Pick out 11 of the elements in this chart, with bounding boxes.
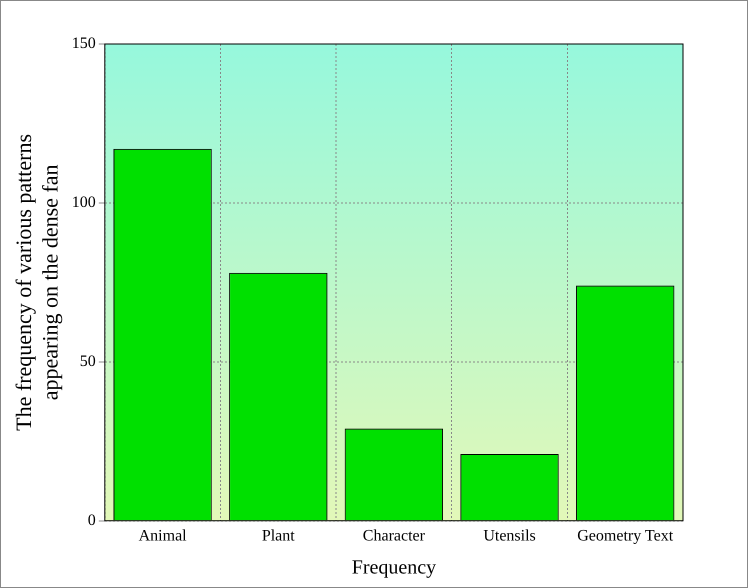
x-tick-label: Geometry Text — [577, 528, 674, 545]
x-axis-title: Frequency — [352, 556, 436, 578]
y-tick-label: 50 — [80, 353, 96, 370]
y-tick-label: 100 — [72, 194, 96, 212]
y-tick-label: 150 — [72, 35, 96, 52]
x-tick-label: Animal — [138, 528, 188, 545]
x-tick-label: Utensils — [483, 528, 536, 545]
y-axis-title: The frequency of various patterns appearing on the dense fan — [10, 134, 62, 431]
x-tick-label: Plant — [262, 528, 296, 545]
x-tick-label: Character — [362, 528, 426, 545]
y-tick-label: 0 — [88, 512, 96, 530]
